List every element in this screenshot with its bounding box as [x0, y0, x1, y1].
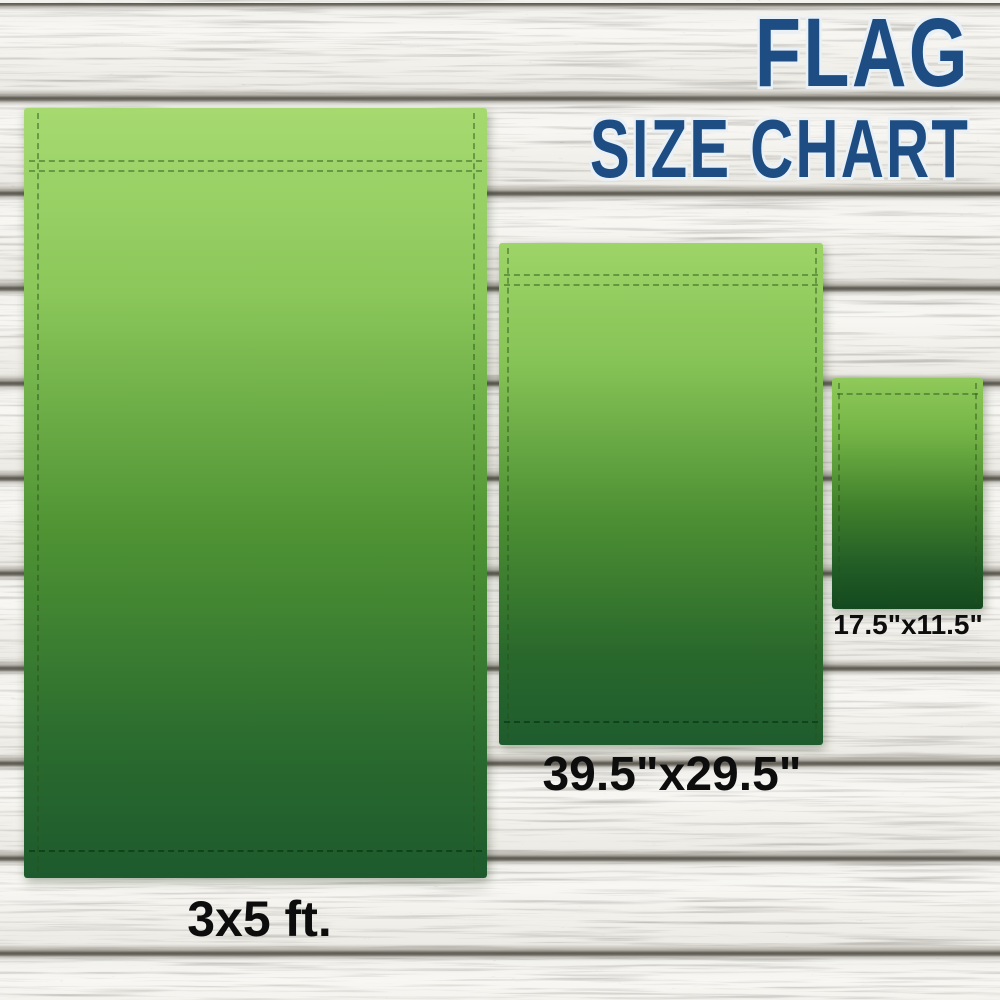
- stitch-left: [37, 113, 39, 872]
- stitch-top-2: [504, 284, 818, 286]
- flag-39x29-size-label: 39.5"x29.5": [542, 748, 802, 801]
- stitch-bottom: [504, 721, 818, 723]
- stitch-top-1: [29, 160, 482, 162]
- stitch-right: [473, 113, 475, 872]
- stitch-left: [838, 383, 840, 603]
- flag-3x5: [24, 108, 487, 878]
- stitch-top-1: [504, 274, 818, 276]
- flag-17x11-size-label: 17.5"x11.5": [833, 609, 983, 640]
- stitch-bottom: [29, 850, 482, 852]
- stitch-right: [975, 383, 977, 603]
- title-line-size-chart: SIZE CHART: [589, 102, 970, 195]
- flag-17x11: [832, 378, 983, 609]
- page-title: FLAG SIZE CHART: [442, 4, 970, 190]
- stitch-right: [815, 248, 817, 739]
- stitch-left: [507, 248, 509, 739]
- title-line-flag: FLAG: [754, 0, 970, 107]
- flag-39x29: [499, 243, 823, 745]
- stitch-top-2: [29, 170, 482, 172]
- stitch-top-1: [837, 393, 978, 395]
- flag-3x5-size-label: 3x5 ft.: [187, 891, 332, 947]
